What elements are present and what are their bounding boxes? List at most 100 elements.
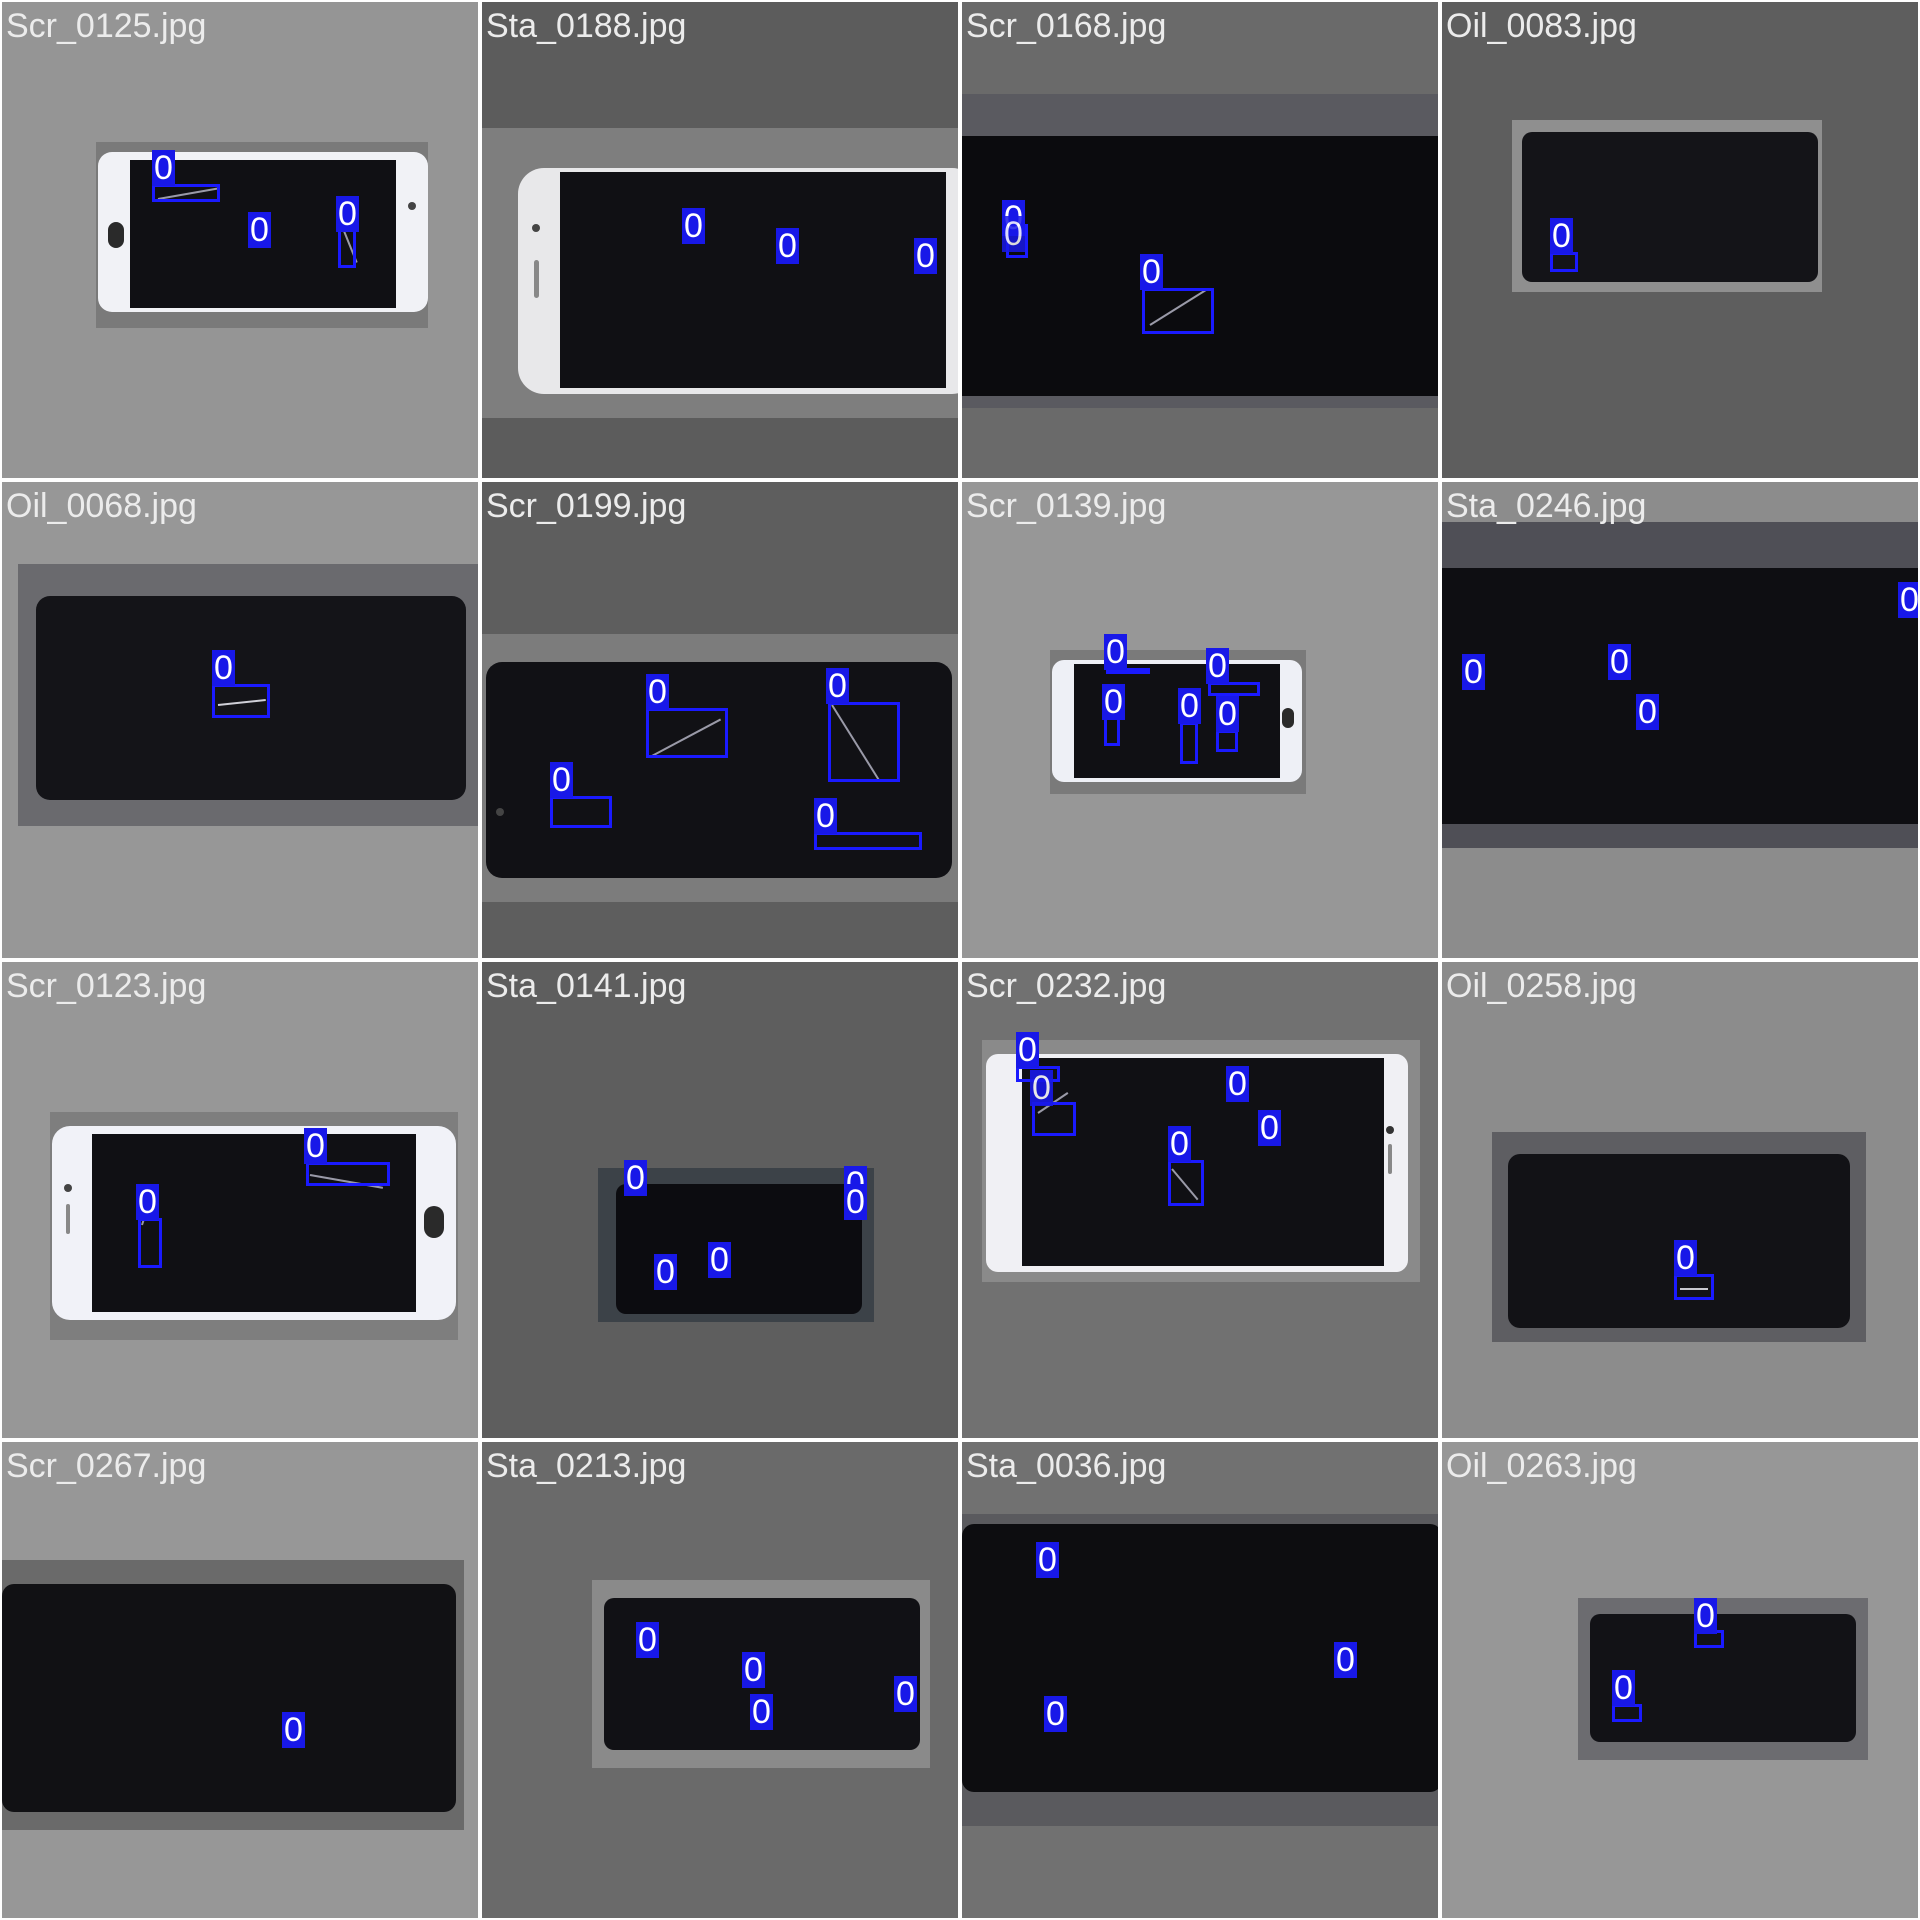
image-tile: 0 Oil_0083.jpg [1440,0,1920,480]
detection-label: 0 [814,798,837,834]
detection-label: 0 [282,1712,305,1748]
home-button [108,222,124,248]
detection-box [1032,1102,1076,1136]
detection-label: 0 [894,1676,917,1712]
image-filename: Scr_0139.jpg [966,488,1166,524]
detection-label: 0 [914,238,937,274]
detection-label: 0 [1178,688,1201,724]
speaker [1388,1144,1392,1174]
image-filename: Oil_0068.jpg [6,488,197,524]
camera [64,1184,72,1192]
detection-box [550,796,612,828]
image-filename: Scr_0125.jpg [6,8,206,44]
speaker [66,1204,70,1234]
detection-label: 0 [1612,1670,1635,1706]
detection-label: 0 [1258,1110,1281,1146]
image-filename: Oil_0083.jpg [1446,8,1637,44]
image-tile: 0 0 0 0 Sta_0213.jpg [480,1440,960,1920]
detection-label: 0 [136,1184,159,1220]
detection-label: 0 [1102,684,1125,720]
detection-box [1550,252,1578,272]
camera [496,808,504,816]
detection-label: 0 [708,1242,731,1278]
detection-label: 0 [1462,654,1485,690]
image-tile: 0 0 0 0 Scr_0199.jpg [480,480,960,960]
image-tile: 0 Oil_0258.jpg [1440,960,1920,1440]
home-button [1282,708,1294,728]
image-tile: 0 0 0 Scr_0168.jpg [960,0,1440,480]
detection-box [1180,722,1198,764]
detection-label: 0 [1550,218,1573,254]
camera [408,202,416,210]
image-tile: 0 0 0 Sta_0188.jpg [480,0,960,480]
image-filename: Sta_0213.jpg [486,1448,686,1484]
detection-label: 0 [742,1652,765,1688]
detection-label: 0 [1898,582,1920,618]
detection-label: 0 [1140,254,1163,290]
detection-label: 0 [826,668,849,704]
image-tile: 0 0 0 Scr_0125.jpg [0,0,480,480]
detection-box [1168,1160,1204,1206]
image-filename: Scr_0168.jpg [966,8,1166,44]
phone-screen [962,136,1440,396]
phone-screen [1442,568,1920,824]
image-tile: 0 0 Oil_0263.jpg [1440,1440,1920,1920]
detection-label: 0 [1334,1642,1357,1678]
detection-label: 0 [1104,634,1127,670]
image-tile: 0 0 0 0 0 Scr_0139.jpg [960,480,1440,960]
detection-label: 0 [1002,216,1025,252]
image-filename: Sta_0246.jpg [1446,488,1646,524]
detection-label: 0 [248,212,271,248]
detection-label: 0 [1694,1598,1717,1634]
image-tile: 0 0 0 0 0 Sta_0141.jpg [480,960,960,1440]
detection-label: 0 [304,1128,327,1164]
detection-label: 0 [1030,1070,1053,1106]
image-filename: Scr_0123.jpg [6,968,206,1004]
image-filename: Sta_0036.jpg [966,1448,1166,1484]
home-button [424,1206,444,1238]
phone-screen [2,1584,456,1812]
detection-label: 0 [1016,1032,1039,1068]
image-filename: Scr_0232.jpg [966,968,1166,1004]
detection-label: 0 [1636,694,1659,730]
detection-label: 0 [1608,644,1631,680]
detection-label: 0 [1036,1542,1059,1578]
detection-box [646,708,728,758]
detection-label: 0 [844,1184,867,1220]
image-filename: Sta_0188.jpg [486,8,686,44]
image-filename: Scr_0267.jpg [6,1448,206,1484]
detection-box [306,1162,390,1186]
image-tile: 0 0 0 Sta_0036.jpg [960,1440,1440,1920]
detection-label: 0 [1206,648,1229,684]
detection-label: 0 [1216,696,1239,732]
detection-label: 0 [776,228,799,264]
detection-box [1142,288,1214,334]
detection-box [338,228,356,268]
detection-label: 0 [1168,1126,1191,1162]
camera [532,224,540,232]
speaker [534,260,539,298]
image-filename: Oil_0263.jpg [1446,1448,1637,1484]
detection-label: 0 [654,1254,677,1290]
detection-label: 0 [212,650,235,686]
image-tile: 0 Scr_0267.jpg [0,1440,480,1920]
image-filename: Scr_0199.jpg [486,488,686,524]
detection-box [1674,1274,1714,1300]
image-tile: 0 0 0 0 Sta_0246.jpg [1440,480,1920,960]
detection-label: 0 [624,1160,647,1196]
image-tile: 0 0 Scr_0123.jpg [0,960,480,1440]
detection-label: 0 [646,674,669,710]
image-filename: Oil_0258.jpg [1446,968,1637,1004]
image-tile: 0 Oil_0068.jpg [0,480,480,960]
phone-screen [616,1184,862,1314]
detection-label: 0 [1226,1066,1249,1102]
phone-screen [962,1524,1440,1792]
detection-label: 0 [636,1622,659,1658]
crack [1680,1288,1708,1290]
detection-label: 0 [1674,1240,1697,1276]
image-tile: 0 0 0 0 0 Scr_0232.jpg [960,960,1440,1440]
detection-label: 0 [550,762,573,798]
image-filename: Sta_0141.jpg [486,968,686,1004]
detection-label: 0 [750,1694,773,1730]
